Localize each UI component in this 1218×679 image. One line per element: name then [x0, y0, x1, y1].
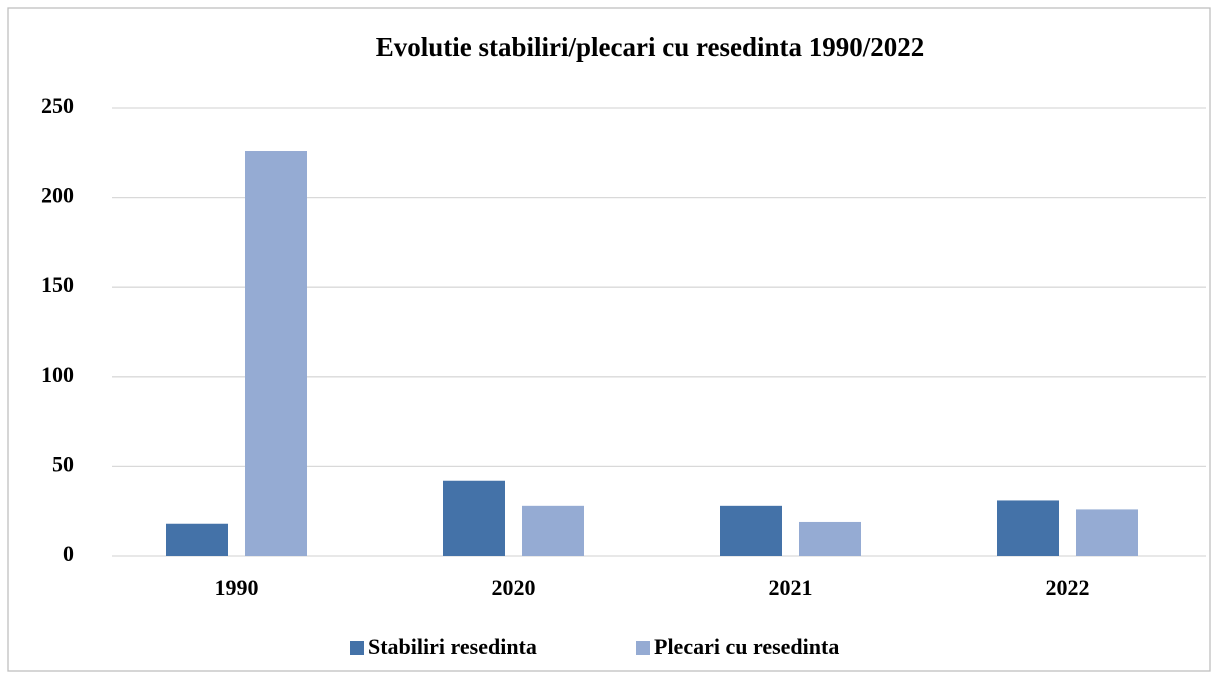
y-tick-label: 100	[41, 362, 74, 387]
bar	[997, 500, 1059, 556]
bar	[720, 505, 782, 556]
y-tick-label: 0	[63, 541, 74, 566]
x-tick-label: 2021	[769, 575, 813, 600]
y-tick-label: 150	[41, 272, 74, 297]
bar	[522, 505, 584, 556]
legend-swatch	[636, 641, 650, 655]
chart-border	[7, 7, 1211, 672]
x-tick-label: 1990	[215, 575, 259, 600]
legend-swatch	[350, 641, 364, 655]
y-tick-label: 200	[41, 183, 74, 208]
legend-label: Plecari cu resedinta	[654, 634, 839, 659]
y-tick-label: 250	[41, 93, 74, 118]
bar	[443, 480, 505, 556]
x-tick-label: 2020	[492, 575, 536, 600]
chart-title: Evolutie stabiliri/plecari cu resedinta …	[376, 32, 924, 62]
bar	[799, 521, 861, 556]
y-tick-label: 50	[52, 451, 74, 476]
bar	[1076, 509, 1138, 556]
bar	[166, 523, 228, 556]
legend-label: Stabiliri resedinta	[368, 634, 537, 659]
x-tick-label: 2022	[1046, 575, 1090, 600]
bar	[245, 151, 307, 556]
